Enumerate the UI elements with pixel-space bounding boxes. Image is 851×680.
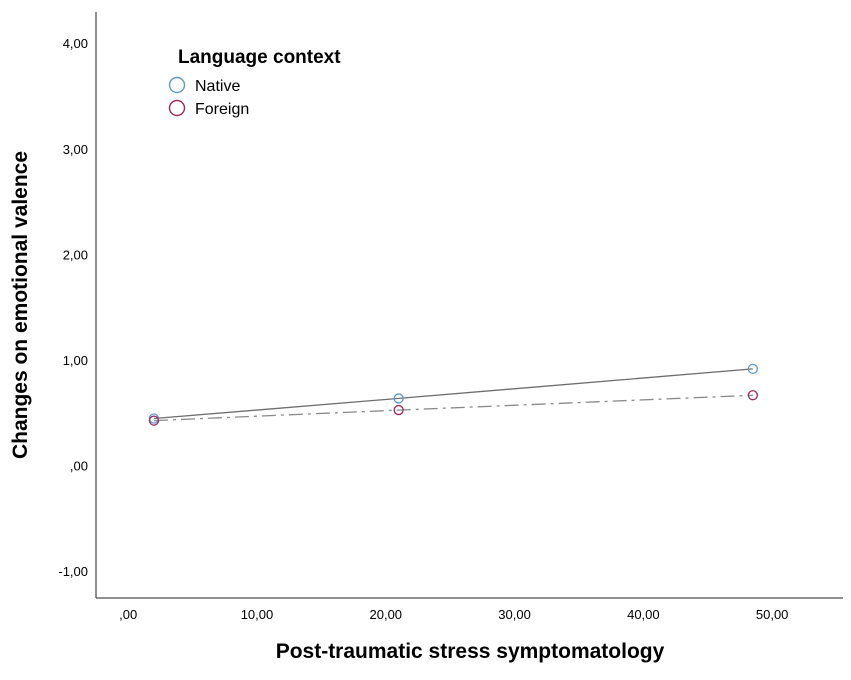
legend-title: Language context (178, 47, 341, 68)
y-tick-label: -1,00 (58, 564, 88, 579)
y-tick-label: 3,00 (63, 142, 88, 157)
series-lines (153, 368, 753, 422)
series-line-native (153, 368, 753, 420)
legend: Language context Native Foreign (168, 47, 341, 118)
legend-label-native: Native (195, 78, 240, 95)
x-axis-title: Post-traumatic stress symptomatology (276, 640, 665, 663)
data-point-native (393, 393, 404, 404)
legend-label-foreign: Foreign (195, 101, 249, 118)
y-tick-label: ,00 (70, 459, 88, 474)
x-tick-label: 10,00 (241, 607, 274, 622)
series-line-foreign (153, 394, 753, 422)
data-point-foreign (148, 415, 160, 426)
y-ticks: -1,00 ,00 1,00 2,00 3,00 4,00 (58, 36, 88, 579)
y-tick-label: 4,00 (63, 36, 88, 51)
legend-marker-foreign (168, 99, 186, 117)
series-points (148, 363, 758, 426)
data-point-foreign (747, 390, 758, 401)
y-tick-label: 2,00 (63, 247, 88, 262)
x-ticks: ,00 10,00 20,00 30,00 40,00 50,00 (119, 607, 788, 622)
x-tick-label: 40,00 (627, 607, 660, 622)
x-tick-label: ,00 (119, 607, 137, 622)
x-tick-label: 50,00 (756, 607, 789, 622)
axes (95, 12, 843, 599)
legend-marker-native (168, 76, 186, 94)
x-tick-label: 20,00 (370, 607, 403, 622)
data-point-foreign (393, 404, 404, 416)
y-axis-title: Changes on emotional valence (9, 151, 32, 459)
x-tick-label: 30,00 (498, 607, 531, 622)
y-tick-label: 1,00 (63, 353, 88, 368)
data-point-native (747, 363, 758, 375)
